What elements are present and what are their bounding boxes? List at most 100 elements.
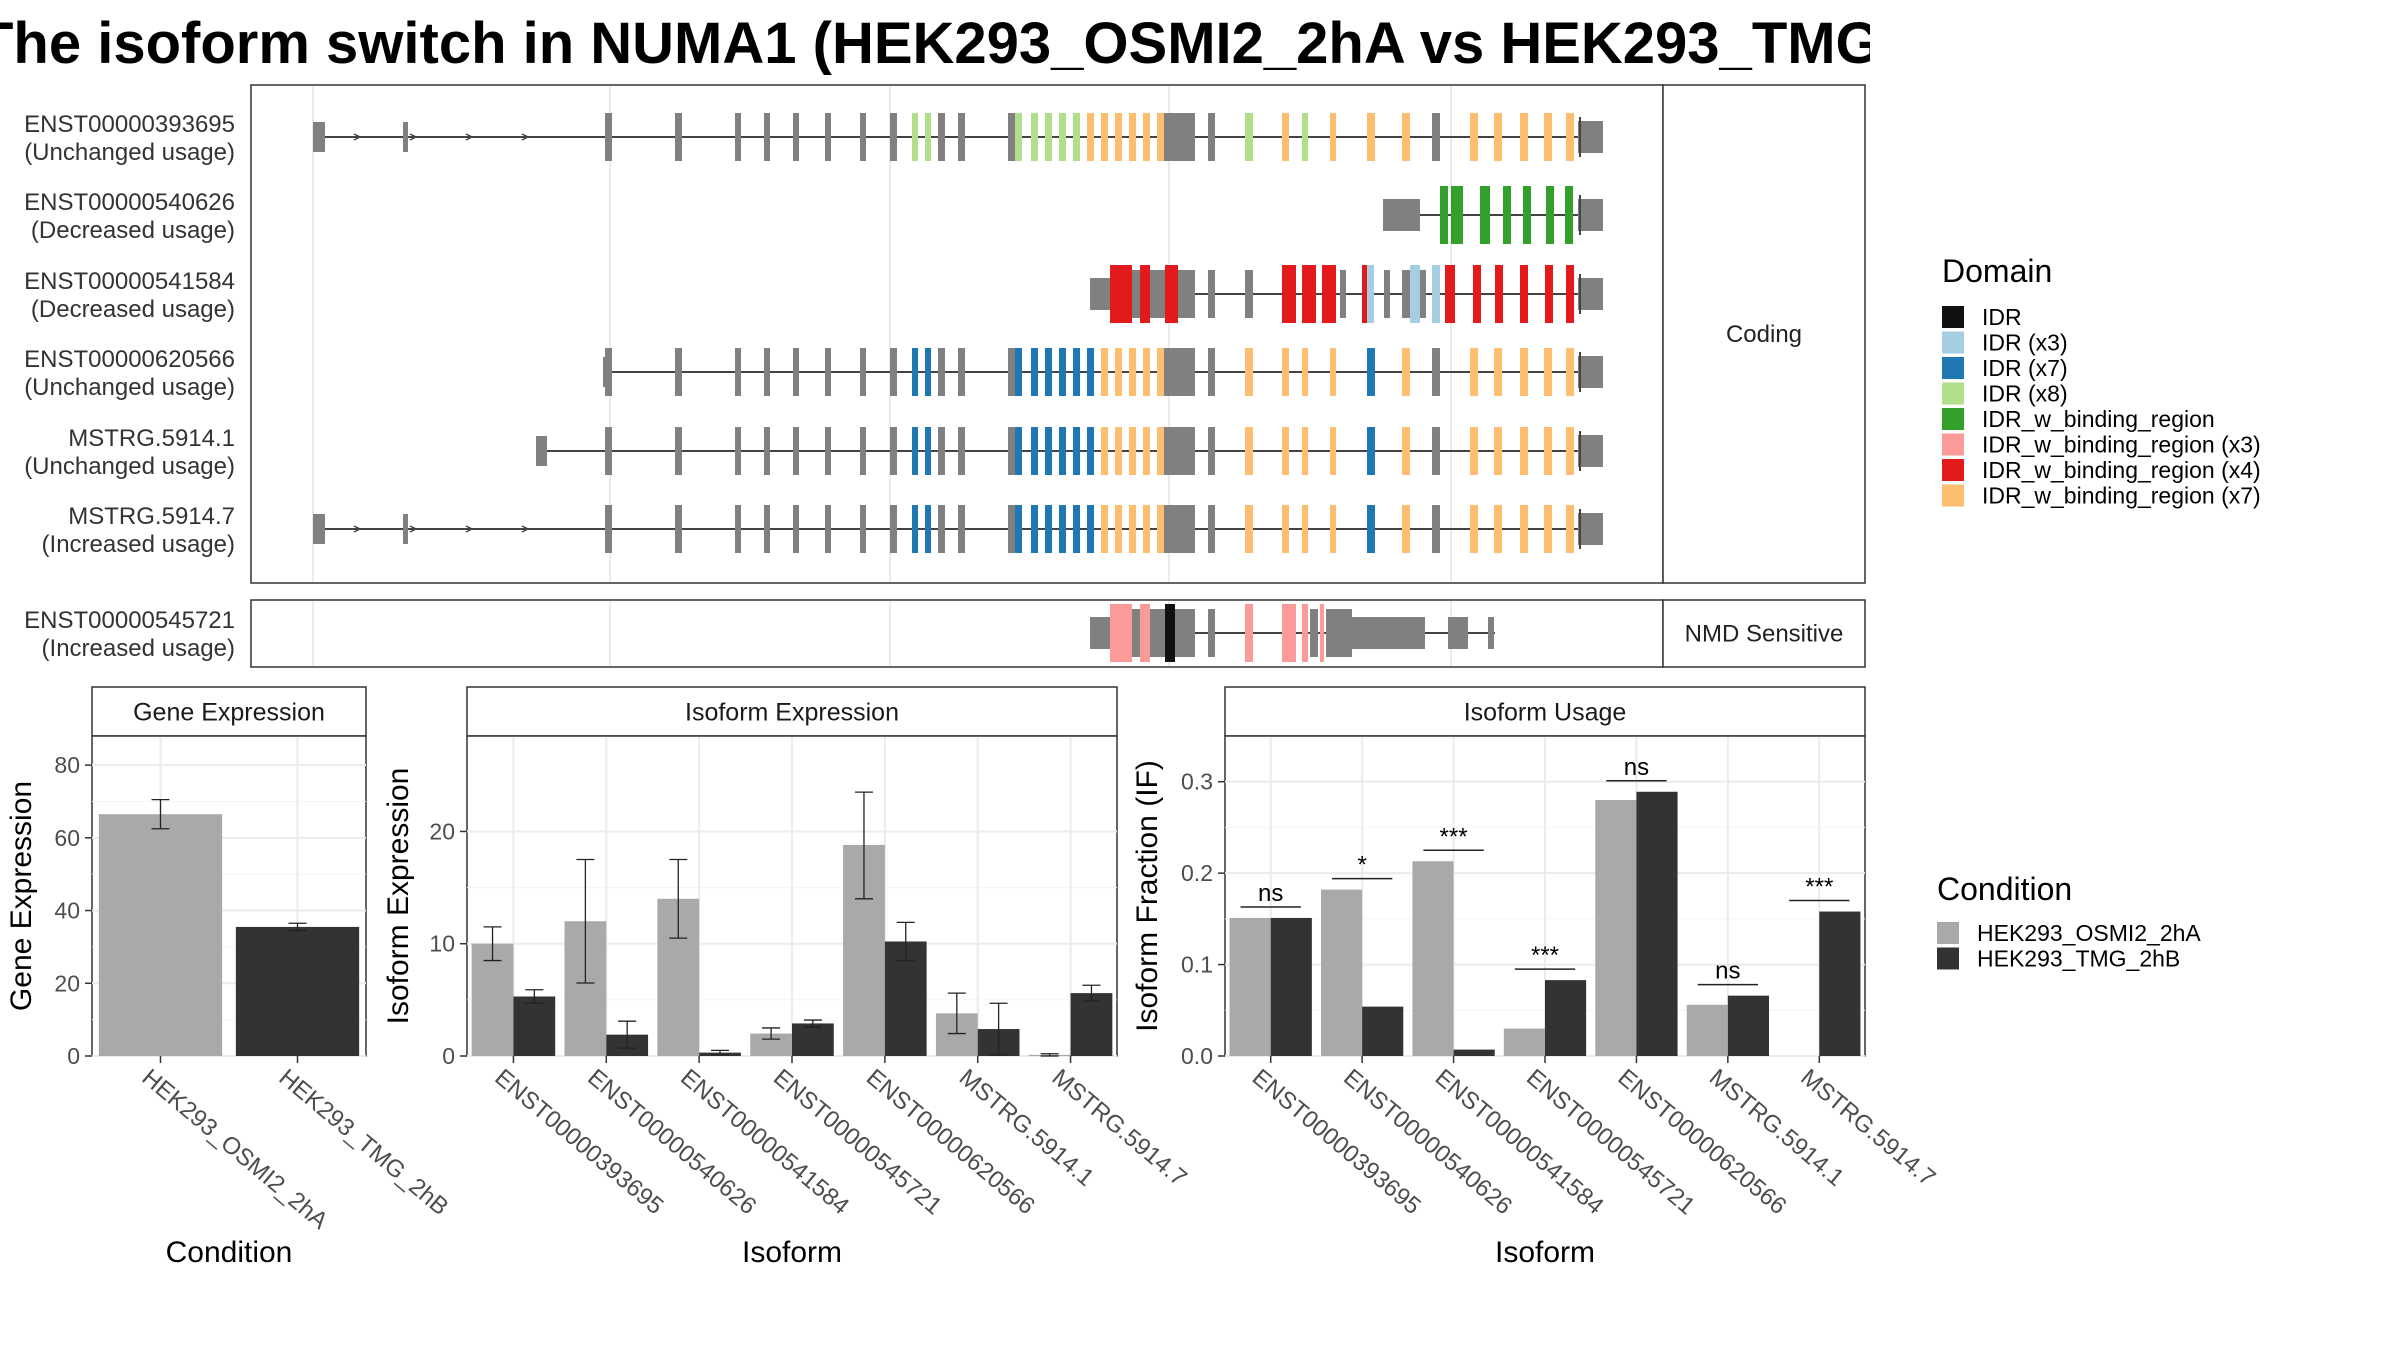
transcript-usage-label: (Increased usage)	[42, 531, 235, 558]
exon	[764, 427, 770, 475]
exon	[1302, 348, 1308, 396]
isoform-expression-y-axis-title: Isoform Expression	[382, 768, 415, 1025]
x-tick-label: ENST00000541584	[1430, 1064, 1609, 1220]
significance-label: ***	[1531, 942, 1559, 969]
x-tick-label: ENST00000620566	[1613, 1064, 1792, 1220]
exon	[1208, 427, 1215, 475]
exon	[925, 348, 931, 396]
exon	[1164, 427, 1195, 475]
isoform-usage-y-axis-title: Isoform Fraction (IF)	[1131, 760, 1164, 1032]
exon	[1087, 427, 1094, 475]
direction-arrow	[521, 133, 530, 141]
legend-domain-label: IDR (x7)	[1982, 355, 2068, 381]
exon	[825, 113, 831, 161]
utr-exon	[1578, 278, 1603, 310]
y-tick-label: 80	[54, 752, 80, 778]
exon	[1143, 427, 1150, 475]
exon	[1367, 427, 1375, 475]
utr-exon	[1578, 435, 1603, 467]
exon	[675, 348, 682, 396]
domain-exon	[1545, 265, 1553, 323]
utr-exon	[1448, 617, 1468, 649]
exon	[1178, 270, 1195, 318]
strip-coding-label: Coding	[1726, 321, 1802, 348]
exon	[1087, 113, 1094, 161]
exon	[1340, 270, 1346, 318]
y-tick-label: 0.2	[1181, 860, 1213, 886]
exon	[1520, 113, 1528, 161]
exon	[1282, 113, 1289, 161]
transcript-usage-label: (Unchanged usage)	[24, 453, 235, 480]
exon	[825, 505, 831, 553]
gene-expression-title-strip	[91, 686, 367, 737]
exon	[675, 113, 682, 161]
exon	[1566, 427, 1574, 475]
exon	[1520, 427, 1528, 475]
gene-expression-x-axis-title: Condition	[166, 1236, 293, 1269]
exon	[1566, 348, 1574, 396]
y-tick-label: 0.1	[1181, 952, 1213, 978]
exon	[958, 348, 965, 396]
transcript-usage-label: (Decreased usage)	[31, 217, 235, 244]
exon	[1157, 113, 1164, 161]
transcript-id-label: ENST00000393695	[24, 111, 235, 138]
exon	[1566, 505, 1574, 553]
exon	[1302, 113, 1308, 161]
domain-exon	[1440, 186, 1448, 244]
exon	[1402, 505, 1410, 553]
exon	[1129, 348, 1136, 396]
y-tick-label: 0.3	[1181, 769, 1213, 795]
exon	[1045, 348, 1052, 396]
domain-exon	[1110, 265, 1132, 323]
domain-exon	[1523, 186, 1531, 244]
exon	[1245, 427, 1253, 475]
domain-exon	[1503, 186, 1511, 244]
exon	[1432, 113, 1440, 161]
exon	[890, 348, 897, 396]
exon	[764, 505, 770, 553]
significance-label: ***	[1440, 823, 1468, 850]
exon	[1432, 348, 1440, 396]
utr-exon	[1090, 617, 1110, 649]
exon	[1059, 113, 1066, 161]
exon	[1132, 609, 1140, 657]
exon	[1302, 505, 1308, 553]
exon	[860, 427, 866, 475]
isoform-usage-chart: Isoform Usage0.00.10.20.3ns*******nsns**…	[1131, 686, 1941, 1269]
y-tick-label: 60	[54, 825, 80, 851]
utr-exon	[1578, 121, 1603, 153]
exon	[764, 113, 770, 161]
transcript-id-label: ENST00000545721	[24, 607, 235, 634]
bar	[1362, 1006, 1404, 1056]
exon	[735, 505, 741, 553]
exon	[605, 505, 612, 553]
significance-label: *	[1357, 852, 1366, 879]
utr-exon	[1090, 278, 1110, 310]
transcript-usage-label: (Unchanged usage)	[24, 139, 235, 166]
legend-domain-label: IDR (x3)	[1982, 330, 2068, 356]
bar	[1727, 995, 1769, 1056]
exon	[1008, 505, 1015, 553]
exon	[1402, 427, 1410, 475]
exon	[793, 113, 799, 161]
legend-condition-title: Condition	[1937, 871, 2072, 907]
exon	[860, 113, 866, 161]
exon	[1544, 427, 1552, 475]
legend-domain-swatch	[1942, 382, 1964, 405]
exon	[1494, 505, 1502, 553]
exon	[1101, 113, 1108, 161]
y-tick-label: 10	[429, 931, 455, 957]
bar	[1070, 993, 1113, 1056]
exon	[1045, 505, 1052, 553]
exon	[958, 427, 965, 475]
isoform-usage-chart-title: Isoform Usage	[1464, 699, 1627, 727]
exon	[1330, 348, 1336, 396]
utr-exon	[1578, 199, 1603, 231]
exon	[1175, 609, 1195, 657]
exon	[1045, 113, 1052, 161]
exon	[1150, 609, 1165, 657]
domain-exon	[1302, 265, 1316, 323]
exon	[1208, 609, 1215, 657]
exon	[1150, 270, 1165, 318]
exon	[1073, 113, 1080, 161]
